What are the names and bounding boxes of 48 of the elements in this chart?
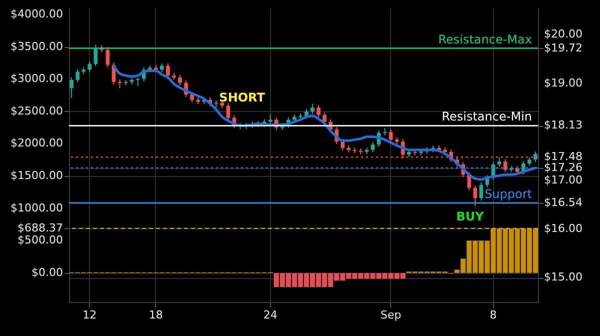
y2-tick-label: $2500.00: [10, 104, 63, 118]
y-tick-label: $18.13: [544, 118, 582, 132]
y2-tick-label: $3000.00: [10, 72, 63, 86]
y2-tick-label: $1500.00: [10, 169, 63, 182]
annotation: BUY: [456, 210, 484, 224]
candlestick: [388, 128, 393, 143]
annotation: SHORT: [219, 90, 266, 105]
candlestick: [70, 76, 74, 98]
y-tick-label: $15.00: [544, 270, 582, 284]
candlestick: [106, 46, 110, 68]
candlestick: [316, 104, 320, 118]
y2-tick-label: $688.37: [18, 221, 63, 234]
candlestick: [310, 103, 314, 114]
ref-line-label: Resistance-Max: [438, 32, 532, 46]
candlestick: [94, 44, 98, 67]
ref-line-label: Support: [484, 186, 532, 201]
y-tick-label: $20.00: [544, 28, 582, 41]
candlestick: [226, 102, 230, 121]
y-tick-label: $17.00: [544, 174, 582, 187]
x-tick-label: 24: [263, 308, 278, 322]
candlestick: [88, 60, 92, 73]
candlestick: [166, 62, 170, 78]
y-tick-label: $19.72: [544, 41, 582, 54]
y-tick-label: $19.00: [544, 76, 582, 90]
y2-tick-label: $2000.00: [10, 136, 63, 150]
candlestick: [497, 156, 502, 168]
candlestick: [76, 68, 80, 83]
x-tick-label: Sep: [380, 308, 402, 322]
candlestick: [503, 158, 508, 173]
y2-tick-label: $4000.00: [10, 7, 63, 20]
y-tick-label: $17.26: [544, 160, 582, 174]
y2-tick-label: $1000.00: [10, 201, 63, 214]
y-tick-label: $17.48: [544, 150, 582, 164]
y2-tick-label: $0.00: [32, 266, 63, 279]
y-tick-label: $16.00: [544, 222, 582, 236]
candlestick: [382, 128, 387, 136]
ref-line-label: Resistance-Min: [442, 110, 532, 124]
candlestick: [479, 182, 484, 201]
y-tick-label: $16.54: [544, 196, 582, 209]
candlestick: [340, 138, 345, 151]
candlestick: [136, 76, 140, 86]
y2-tick-label: $500.00: [18, 234, 63, 247]
y2-tick-label: $3500.00: [10, 40, 63, 53]
x-tick-label: 8: [490, 308, 497, 322]
candlestick: [370, 142, 375, 153]
candlestick: [178, 74, 182, 86]
x-tick-label: 18: [148, 308, 163, 322]
x-tick-label: 12: [82, 308, 97, 322]
